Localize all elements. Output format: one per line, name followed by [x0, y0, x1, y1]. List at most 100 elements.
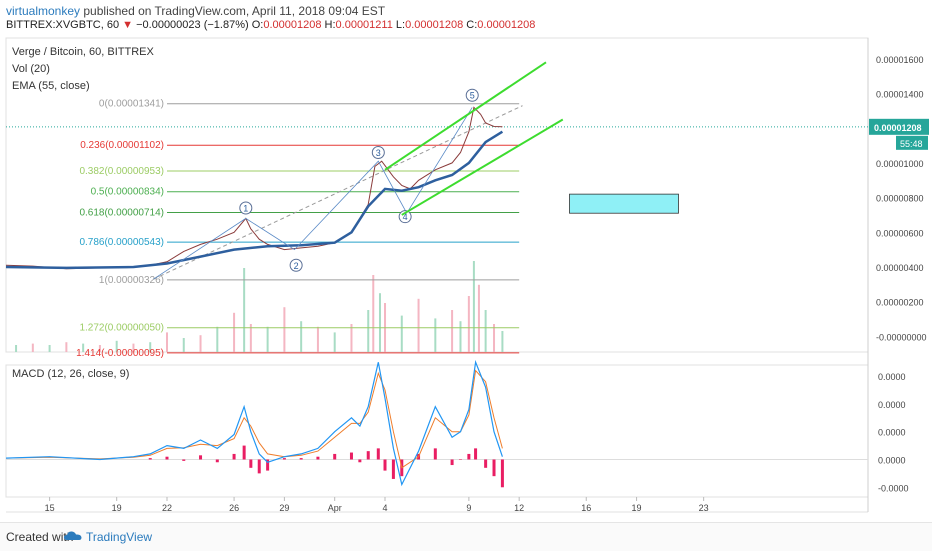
volume-bar: [300, 321, 303, 352]
volume-bar: [350, 324, 353, 352]
wave-label: 5: [470, 91, 475, 101]
volume-bar: [477, 284, 480, 352]
volume-bar: [378, 293, 381, 352]
macd-tick-label: 0.0000: [878, 428, 906, 438]
symbol-text: BITTREX:XVGBTC, 60: [6, 19, 120, 31]
volume-bar: [65, 342, 68, 352]
volume-bar: [434, 318, 437, 352]
volume-bar: [182, 338, 185, 352]
fib-level-label: 0.786(0.00000543): [79, 237, 164, 248]
high-value: 0.00001211: [335, 19, 393, 31]
fib-level-label: 0.618(0.00000714): [79, 208, 164, 219]
volume-bar: [501, 331, 504, 352]
price-tick-label: 0.00000400: [876, 263, 924, 273]
author-name[interactable]: virtualmonkey: [6, 4, 81, 18]
volume-bar: [493, 324, 496, 352]
ema-line: [5, 130, 504, 270]
macd-histogram-bar: [366, 451, 370, 460]
time-tick-label: 9: [466, 503, 471, 513]
dashed-trendline: [153, 105, 523, 280]
volume-bar: [316, 326, 319, 352]
wave-label: 4: [403, 212, 408, 222]
macd-histogram-bar: [182, 459, 186, 461]
volume-bar: [333, 332, 336, 352]
macd-histogram-bar: [492, 459, 496, 477]
current-price-label: 0.00001208: [874, 123, 922, 133]
volume-bar: [15, 345, 18, 352]
macd-tick-label: -0.0000: [878, 483, 909, 493]
tradingview-link[interactable]: TradingView: [86, 530, 153, 544]
time-tick-label: 12: [514, 503, 524, 513]
time-tick-label: 26: [229, 503, 239, 513]
volume-bar: [149, 342, 152, 352]
fib-level-label: 1(0.00000326): [99, 275, 164, 286]
change-arrow: ▼: [122, 19, 134, 31]
publish-info: virtualmonkey published on TradingView.c…: [6, 4, 385, 18]
volume-bar: [216, 326, 219, 352]
macd-tick-label: 0.0000: [878, 372, 906, 382]
time-tick-label: 22: [162, 503, 172, 513]
price-tick-label: 0.00001400: [876, 90, 924, 100]
close-value: 0.00001208: [477, 19, 536, 31]
macd-histogram-bar: [433, 448, 437, 460]
volume-bar: [115, 340, 118, 352]
time-tick-label: Apr: [328, 503, 342, 513]
legend-macd: MACD (12, 26, close, 9): [12, 368, 129, 380]
macd-histogram-bar: [299, 458, 303, 460]
volume-bar: [283, 307, 286, 352]
wave-label: 2: [294, 261, 299, 271]
price-tick-label: 0.00001600: [876, 55, 924, 65]
volume-bar: [266, 326, 269, 352]
volume-bar: [451, 310, 454, 352]
time-tick-label: 23: [699, 503, 709, 513]
volume-bar: [249, 324, 252, 352]
volume-bar: [82, 343, 85, 352]
legend-vol: Vol (20): [12, 63, 50, 75]
volume-bar: [165, 332, 168, 352]
time-tick-label: 15: [45, 503, 55, 513]
change-text: −0.00000023 (−1.87%): [136, 19, 249, 31]
volume-bar: [132, 343, 135, 352]
macd-histogram-bar: [383, 459, 387, 471]
close-label: C:: [466, 19, 478, 31]
macd-histogram-bar: [349, 452, 353, 460]
macd-histogram-bar: [474, 448, 478, 460]
wave-label-circle: [289, 258, 303, 272]
volume-bar: [400, 315, 403, 352]
macd-histogram-bar: [257, 459, 261, 474]
price-tick-label: -0.00000000: [876, 332, 927, 342]
fib-level-label: 1.414(-0.00000095): [76, 348, 164, 359]
macd-histogram-bar: [333, 453, 337, 460]
macd-histogram-bar: [458, 459, 462, 460]
macd-histogram-bar: [148, 458, 152, 460]
volume-bar: [243, 268, 246, 352]
macd-tick-label: 0.0000: [878, 400, 906, 410]
legend-main: Verge / Bitcoin, 60, BITTREX: [12, 46, 155, 58]
signal-line: [5, 369, 503, 469]
macd-pane-frame: [5, 364, 869, 498]
countdown-tag: [896, 135, 928, 150]
fib-level-label: 1.272(0.00000050): [79, 323, 164, 334]
open-label: O:: [251, 19, 264, 31]
volume-bar: [467, 296, 470, 352]
open-value: 0.00001208: [263, 19, 322, 31]
macd-histogram-bar: [165, 456, 169, 460]
volume-bar: [199, 335, 202, 352]
channel-upper-line: [384, 61, 547, 171]
wave-label-circle: [371, 145, 385, 159]
channel-lower-line: [401, 118, 564, 216]
wave-label-circle: [239, 201, 253, 215]
wave-label-circle: [465, 88, 479, 102]
volume-bar: [367, 310, 370, 352]
footer: Created with TradingView: [0, 522, 932, 551]
fib-level-label: 0.382(0.00000953): [79, 166, 164, 177]
macd-histogram-bar: [215, 459, 219, 463]
macd-histogram-bar: [249, 459, 253, 468]
macd-histogram-bar: [266, 459, 270, 471]
time-tick-label: 4: [383, 503, 388, 513]
time-tick-label: 19: [632, 503, 642, 513]
price-tick-label: 0.00000600: [876, 228, 924, 238]
macd-histogram-bar: [316, 456, 320, 460]
wave-label: 3: [376, 148, 381, 158]
